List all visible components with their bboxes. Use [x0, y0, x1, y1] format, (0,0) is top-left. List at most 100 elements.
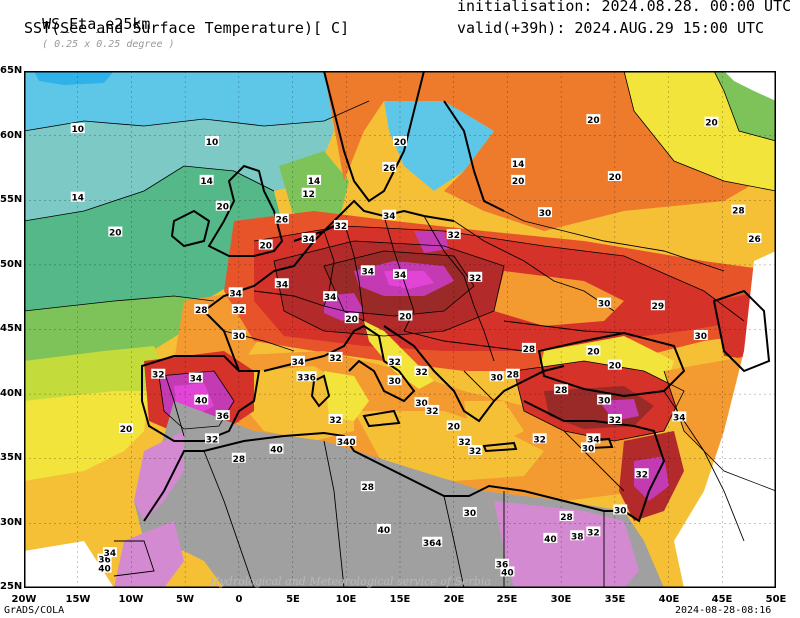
contour-label-bg — [360, 265, 375, 276]
coastline-north-africa — [143, 431, 624, 522]
contour-label-bg — [382, 209, 397, 220]
contour-label-bg — [468, 271, 483, 282]
lon-label-20e: 20E — [443, 594, 465, 605]
lon-label-30e: 30E — [550, 594, 572, 605]
graticule — [24, 71, 776, 588]
contour-label: 32 — [469, 447, 482, 457]
valid-time: valid(+39h): 2024.AUG.29 15:00 UTC — [457, 19, 765, 37]
field-north-atlantic-10 — [24, 71, 384, 131]
contour-label-bg — [97, 553, 112, 564]
lon-label-35e: 35E — [604, 594, 626, 605]
contour-label: 28 — [195, 306, 208, 316]
contour-label-bg — [597, 297, 612, 308]
contour-label: 20 — [109, 229, 122, 239]
contour-label: 30 — [582, 444, 595, 454]
lon-label-45e: 45E — [711, 594, 733, 605]
contour-label: 40 — [195, 397, 208, 407]
contour-label-bg — [586, 114, 601, 125]
contour-label-bg — [489, 371, 504, 382]
contour-label: 28 — [732, 207, 745, 217]
contour-label-bg — [215, 410, 230, 421]
contour-label-bg — [521, 342, 536, 353]
lat-label-30n: 30N — [0, 517, 23, 528]
watermark: Hydrological and Meteorological service … — [210, 575, 491, 588]
contour-label-bg — [393, 269, 407, 280]
contour-label: 32 — [635, 470, 648, 480]
software-credit: GrADS/COLA — [4, 605, 65, 616]
contour-label: 14 — [200, 177, 213, 187]
contour-label: 10 — [71, 125, 84, 135]
lat-label-25n: 25N — [0, 581, 23, 592]
contour-label: 20 — [447, 422, 460, 432]
contour-label: 34 — [229, 289, 242, 299]
contour-label-bg — [554, 384, 569, 395]
contour-label: 14 — [71, 194, 84, 204]
field-nodata-east-2 — [674, 251, 776, 588]
contour-label: 26 — [748, 235, 761, 245]
contour-label: 40 — [378, 526, 391, 536]
contour-label: 34 — [292, 358, 305, 368]
contour-label: 30 — [695, 332, 708, 342]
render-timestamp: 2024-08-28-08:16 — [675, 605, 772, 616]
contour-label: 38 — [571, 532, 584, 542]
contour-label: 34 — [362, 267, 375, 277]
contour-label-bg — [274, 278, 289, 289]
contour-label-bg — [301, 233, 316, 244]
contour-label: 32 — [447, 231, 460, 241]
contour-label: 26 — [276, 216, 289, 226]
contour-label-bg — [532, 433, 547, 444]
contour-label-bg — [70, 123, 85, 134]
lon-label-40e: 40E — [658, 594, 680, 605]
contour-label: 34 — [673, 413, 686, 423]
contour-label: 20 — [120, 425, 133, 435]
contour-label-bg — [607, 413, 622, 424]
contour-label-bg — [328, 413, 343, 424]
contour-label: 20 — [259, 241, 272, 251]
contour-label: 34 — [587, 435, 600, 445]
contour-label: 20 — [394, 138, 407, 148]
contour-label-bg — [228, 287, 243, 298]
lon-label-5e: 5E — [286, 594, 300, 605]
contour-label: 32 — [609, 416, 622, 426]
contour-label-bg — [231, 304, 246, 315]
contour-label-bg — [505, 368, 520, 379]
field-hot-spot-2 — [414, 231, 449, 253]
coastline-great-britain — [207, 164, 284, 257]
coastline-north-sea — [293, 199, 455, 242]
contour-label: 32 — [206, 435, 219, 445]
lon-label-0: 0 — [235, 594, 243, 605]
field-africa-east-40 — [494, 501, 639, 588]
contour-label: 34 — [383, 212, 396, 222]
field-africa-coastal-40 — [134, 431, 184, 521]
resolution-note: ( 0.25 x 0.25 degree ) — [42, 39, 175, 50]
contour-label-bg — [344, 313, 359, 324]
coastlines — [141, 71, 771, 523]
field-nodata-sw — [24, 541, 114, 588]
contour-label: 20 — [705, 119, 718, 129]
contour-label: 40 — [544, 535, 557, 545]
contour-label: 20 — [609, 362, 622, 372]
contour-label-bg — [457, 435, 472, 446]
contour-label: 40 — [98, 565, 111, 575]
contour-label-bg — [387, 375, 402, 386]
contour-label-bg — [333, 220, 348, 231]
contour-label-bg — [468, 444, 483, 455]
lat-label-50n: 50N — [0, 259, 23, 270]
contour-label-bg — [393, 136, 407, 147]
contour-label: 36 — [98, 556, 111, 566]
contour-label-bg — [607, 359, 622, 370]
contour-label-bg — [296, 371, 317, 382]
contour-label-bg — [613, 504, 628, 515]
contour-label-bg — [102, 547, 117, 558]
contour-label: 20 — [609, 173, 622, 183]
contour-label-bg — [446, 229, 461, 240]
contour-label-bg — [188, 372, 203, 383]
contour-label-bg — [205, 433, 219, 444]
contour-label-bg — [301, 187, 316, 198]
field-north-atlantic-8 — [34, 71, 114, 85]
contour-label-bg — [108, 226, 123, 237]
contour-label-bg — [581, 442, 595, 453]
contour-label: 32 — [415, 368, 428, 378]
coastline-crete — [482, 441, 518, 453]
